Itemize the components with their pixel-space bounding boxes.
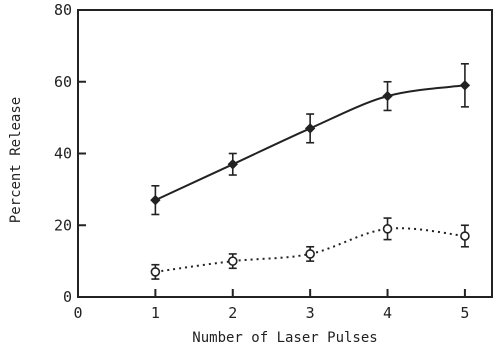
data-point [459,80,471,91]
y-axis-title: Percent Release [8,97,24,223]
plot-frame [77,9,493,298]
y-tick-label: 40 [54,145,72,163]
data-point [382,90,393,102]
data-point [227,256,238,266]
x-tick-label: 5 [460,304,469,322]
x-tick-label: 0 [73,304,82,322]
data-point [460,231,470,241]
series-2 [150,217,470,280]
y-tick-label: 20 [54,216,72,234]
data-point [150,267,161,277]
series-1 [150,63,471,216]
x-tick-label: 2 [228,304,237,322]
y-tick-label: 80 [54,1,72,19]
data-point [305,249,315,259]
x-tick-label: 3 [306,304,315,322]
axes [77,9,493,298]
x-tick-label: 4 [383,304,392,322]
series [150,63,471,280]
series-line [155,227,465,273]
data-point [150,194,161,206]
data-point [304,123,316,134]
x-axis-title: Number of Laser Pulses [192,330,377,346]
x-tick-label: 1 [151,304,160,322]
y-tick-label: 60 [54,73,72,91]
data-point [382,224,393,234]
ticks: 0 1 2 3 4 5 0 20 40 60 80 [54,1,469,322]
data-point [227,159,238,170]
y-tick-label: 0 [63,288,72,306]
